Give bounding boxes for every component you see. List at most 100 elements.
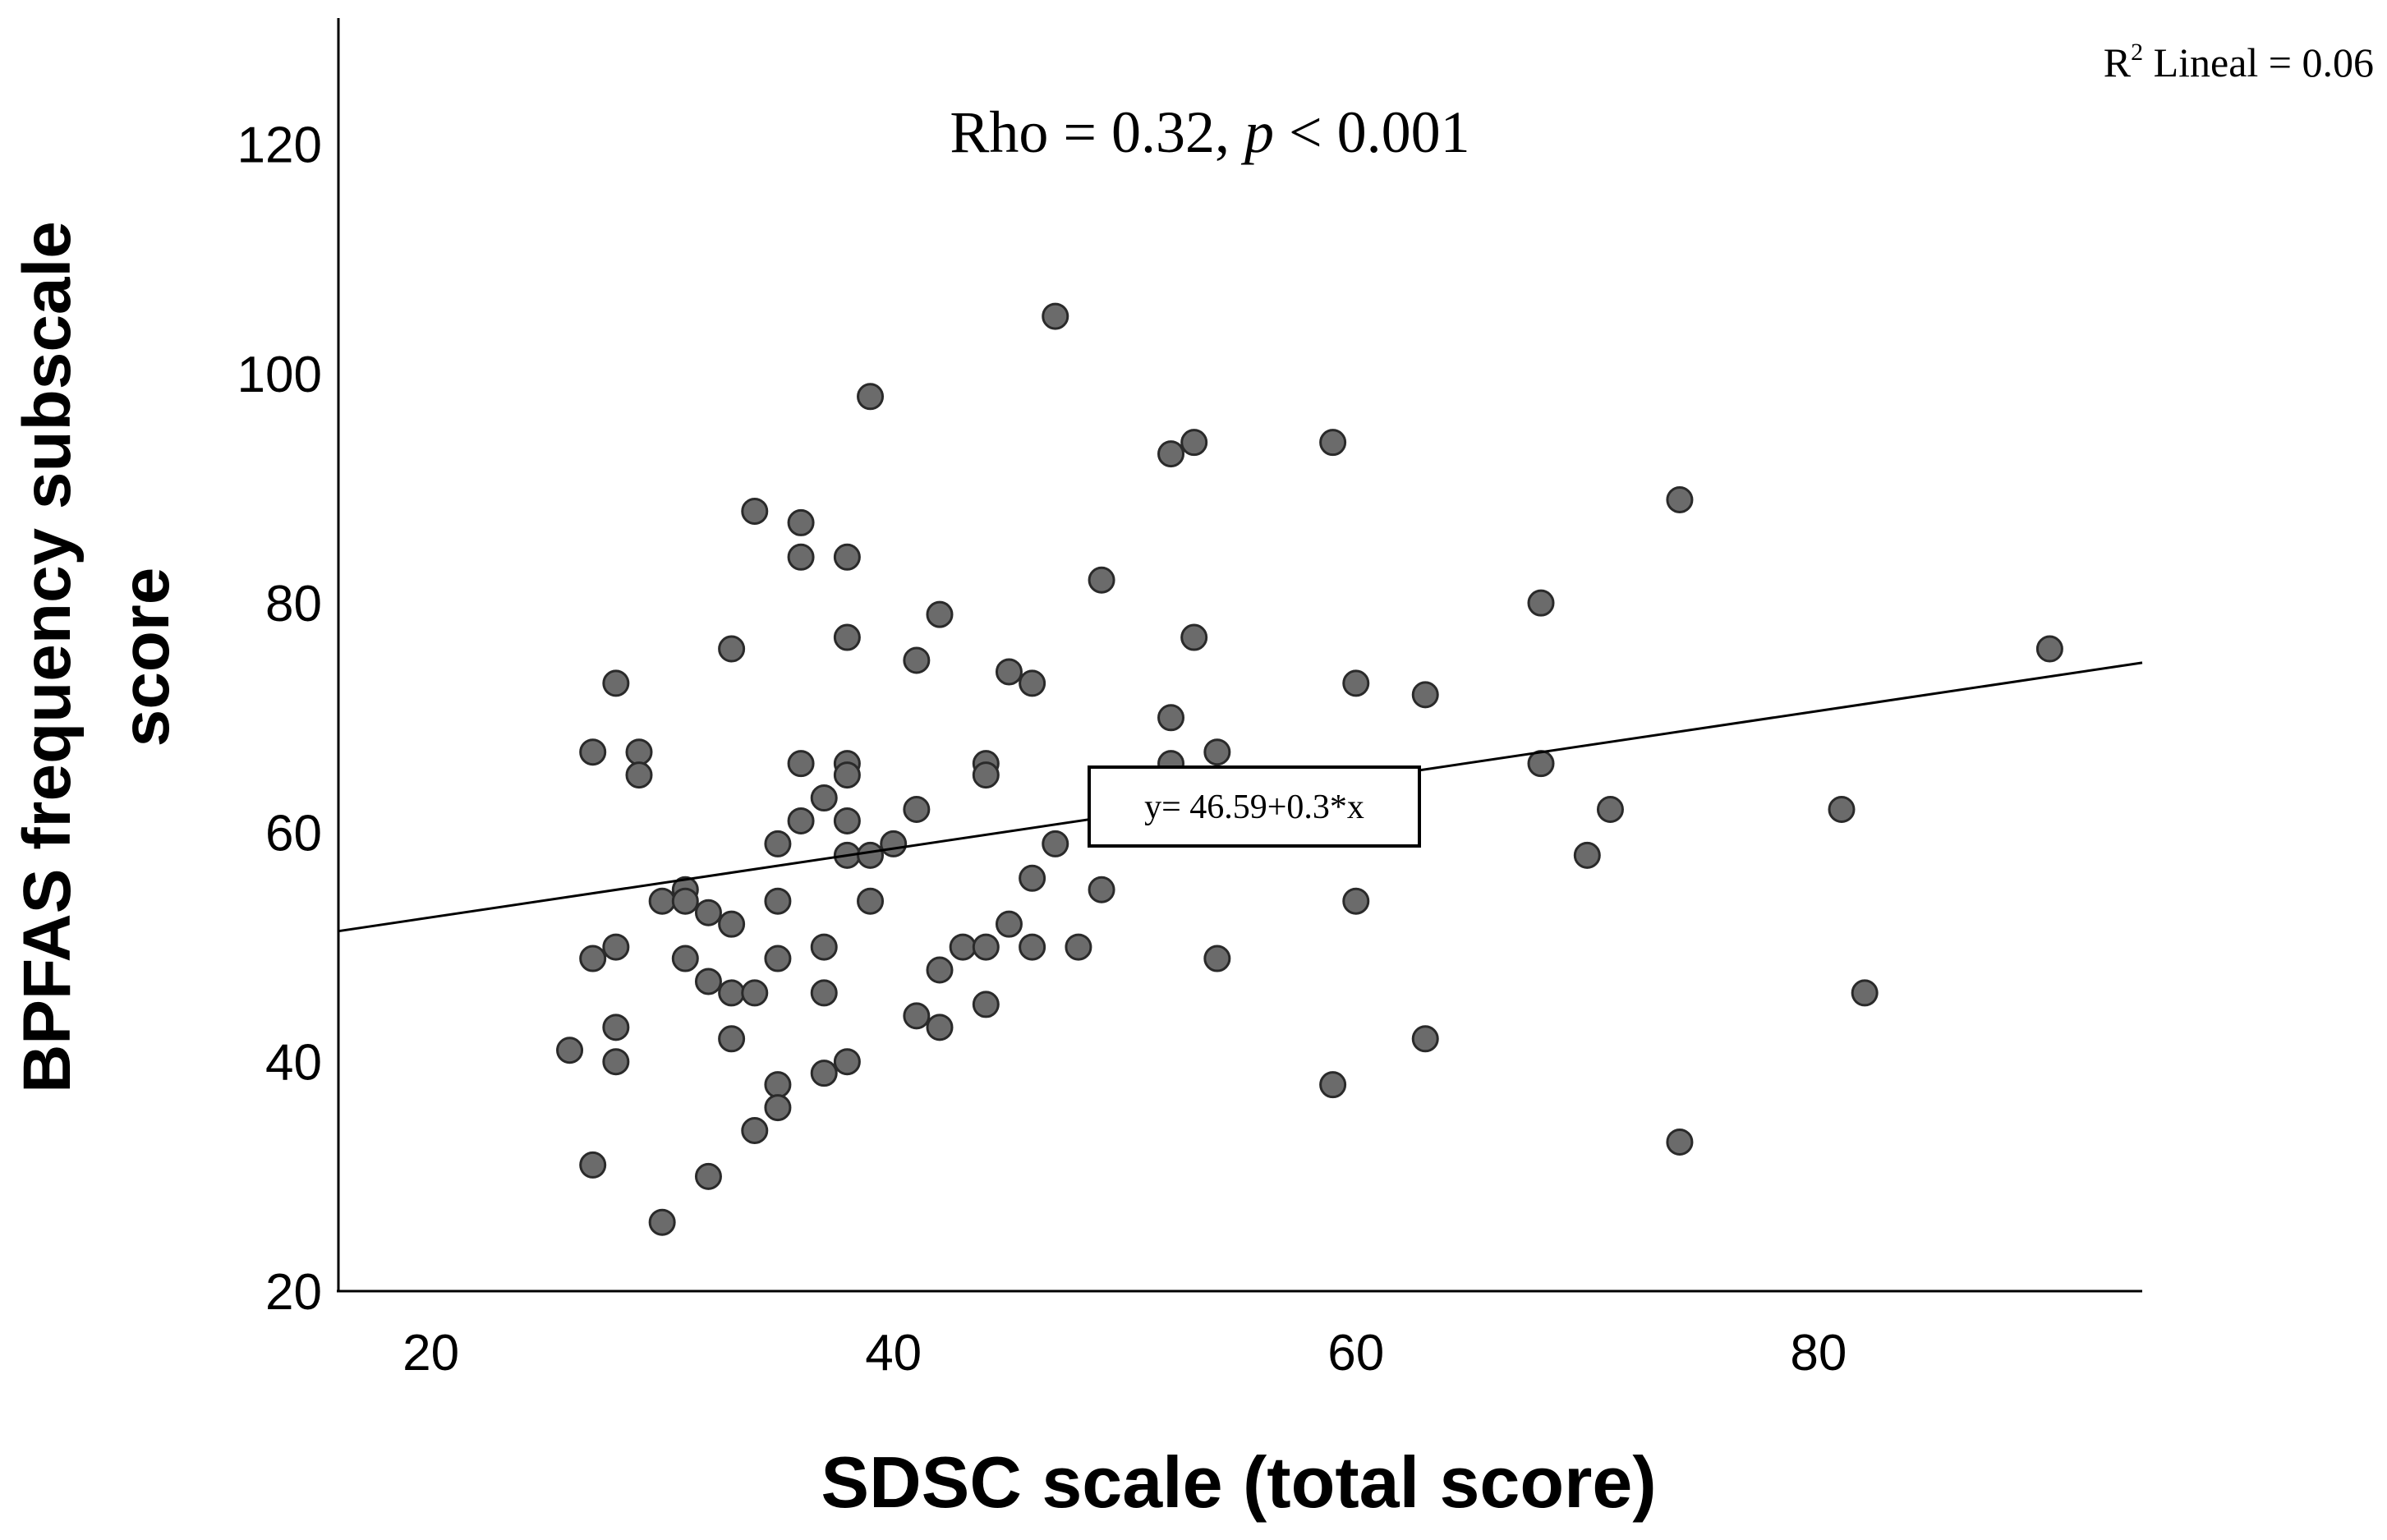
y-tick-label: 100 <box>237 347 322 403</box>
data-point <box>741 497 769 525</box>
data-point <box>857 887 885 915</box>
data-point <box>1088 566 1115 594</box>
data-point <box>1019 933 1046 961</box>
correlation-rho: Rho = 0.32, <box>950 99 1244 165</box>
data-point <box>1203 738 1231 766</box>
data-point <box>602 1048 630 1076</box>
data-point <box>1042 302 1069 330</box>
data-point <box>810 784 838 812</box>
data-point <box>833 543 861 571</box>
data-point <box>1666 485 1694 513</box>
data-point <box>903 1002 931 1030</box>
data-point <box>1411 1025 1439 1053</box>
data-point <box>1042 830 1069 857</box>
data-point <box>625 738 653 766</box>
data-point <box>671 887 699 915</box>
data-point <box>1319 429 1347 457</box>
data-point <box>810 979 838 1007</box>
data-point <box>671 945 699 972</box>
data-point <box>1203 945 1231 972</box>
data-point <box>1666 1128 1694 1156</box>
data-point <box>833 761 861 789</box>
r2-exponent: 2 <box>2131 39 2143 66</box>
data-point <box>903 646 931 674</box>
data-point <box>764 945 792 972</box>
y-axis-title-line2: score <box>108 568 183 747</box>
data-point <box>787 508 815 536</box>
x-tick-label: 20 <box>402 1325 459 1381</box>
r2-base: R <box>2104 39 2132 85</box>
y-tick-label: 40 <box>265 1035 322 1092</box>
data-point <box>556 1037 584 1064</box>
data-point <box>579 945 607 972</box>
data-point <box>2035 635 2063 663</box>
y-axis-title-line1: BPFAS frequency subscale <box>10 221 85 1093</box>
data-point <box>764 887 792 915</box>
data-point <box>694 968 722 995</box>
data-point <box>602 1014 630 1041</box>
data-point <box>1828 796 1856 824</box>
data-point <box>741 979 769 1007</box>
data-point <box>1411 681 1439 709</box>
data-point <box>718 979 746 1007</box>
data-point <box>625 761 653 789</box>
data-point <box>741 1117 769 1145</box>
data-point <box>1851 979 1879 1007</box>
equation-box-frame <box>1088 765 1421 848</box>
data-point <box>1019 669 1046 697</box>
y-tick-label: 60 <box>265 805 322 862</box>
correlation-p-value: < 0.001 <box>1274 99 1470 165</box>
data-point <box>1157 704 1185 732</box>
data-point <box>1157 440 1185 468</box>
x-tick-label: 80 <box>1790 1325 1847 1381</box>
data-point <box>972 933 1000 961</box>
r-squared-label: R2 Lineal = 0.06 <box>2104 39 2374 85</box>
data-point <box>949 933 977 961</box>
data-point <box>926 600 954 628</box>
data-point <box>1180 623 1208 651</box>
data-point <box>810 1060 838 1087</box>
data-point <box>926 1014 954 1041</box>
data-point <box>1342 887 1370 915</box>
data-point <box>857 383 885 411</box>
x-axis-title: SDSC scale (total score) <box>821 1441 1656 1523</box>
data-point <box>1527 589 1555 617</box>
tick-labels: 20 40 60 80 20 40 60 80 100 120 <box>237 117 1847 1381</box>
data-point <box>857 841 885 869</box>
data-point <box>694 1162 722 1190</box>
data-point <box>995 910 1023 938</box>
axes <box>337 18 2142 1293</box>
correlation-annotation: Rho = 0.32, p < 0.001 <box>950 99 1469 165</box>
data-point <box>1527 750 1555 778</box>
data-point <box>764 1071 792 1099</box>
equation-label: y= 46.59+0.3*x <box>1144 788 1364 826</box>
data-point <box>1065 933 1092 961</box>
data-point <box>602 933 630 961</box>
data-point <box>787 750 815 778</box>
data-point <box>833 807 861 834</box>
y-tick-label: 80 <box>265 576 322 632</box>
data-point <box>764 830 792 857</box>
points-layer <box>556 302 2063 1236</box>
data-point <box>1180 429 1208 457</box>
data-point <box>718 1025 746 1053</box>
data-point <box>1596 796 1624 824</box>
data-point <box>833 623 861 651</box>
data-point <box>718 910 746 938</box>
data-point <box>787 543 815 571</box>
data-point <box>926 956 954 984</box>
data-point <box>694 899 722 926</box>
data-point <box>1573 841 1601 869</box>
data-point <box>718 635 746 663</box>
r2-value: Lineal = 0.06 <box>2143 39 2374 85</box>
data-point <box>972 761 1000 789</box>
data-point <box>972 991 1000 1018</box>
data-point <box>810 933 838 961</box>
data-point <box>1342 669 1370 697</box>
data-point <box>579 1151 607 1179</box>
data-point <box>995 658 1023 686</box>
data-point <box>787 807 815 834</box>
data-point <box>764 1094 792 1122</box>
correlation-p: p <box>1240 99 1274 165</box>
